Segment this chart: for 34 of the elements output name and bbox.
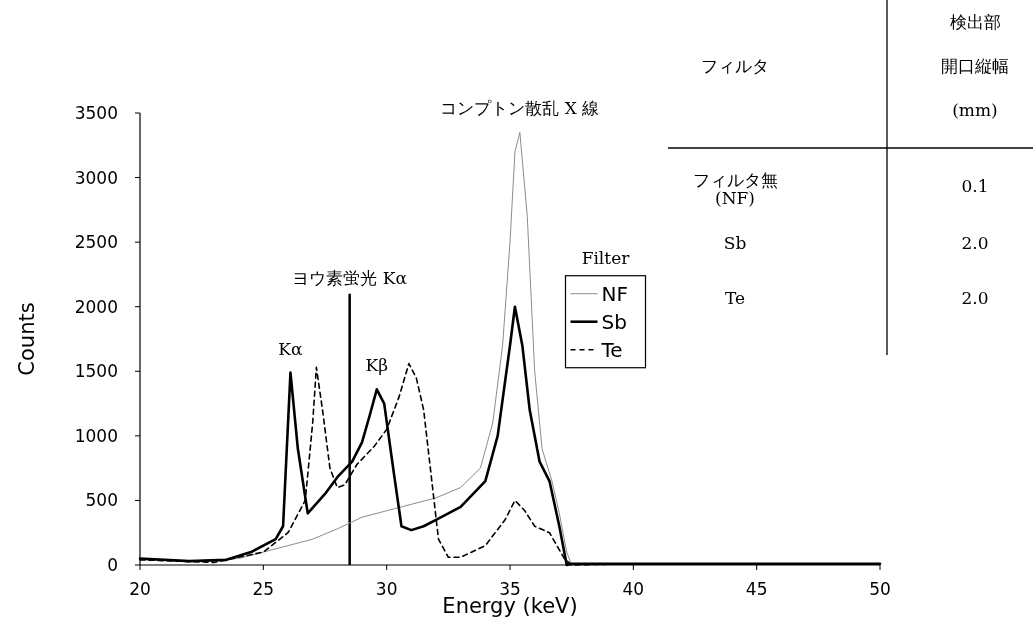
text: 検出部	[949, 12, 1001, 32]
text: 開口縦幅	[941, 56, 1009, 76]
y-tick-label: 1000	[74, 425, 118, 446]
y-tick-label: 0	[107, 555, 118, 575]
annotation: Kα	[278, 338, 304, 359]
x-tick-label: 40	[622, 579, 645, 599]
x-tick-label: 25	[252, 579, 275, 599]
y-tick-label: 2000	[74, 296, 118, 317]
y-tick-label: 2500	[74, 232, 118, 253]
y-tick-label: 3000	[74, 167, 118, 188]
legend-label: NF	[601, 281, 628, 306]
annotation: Kβ	[365, 355, 389, 376]
annotation: (NF)	[715, 188, 755, 208]
annotation: Sb	[723, 233, 747, 253]
annotation: コンプトン散乱 X 線	[440, 98, 600, 119]
annotation: Te	[724, 288, 746, 308]
x-tick-label: 50	[869, 579, 891, 599]
y-tick-label: 1500	[74, 361, 118, 382]
text: (mm)	[952, 100, 998, 120]
y-axis-title: Counts	[15, 302, 39, 376]
annotation: フィルタ無	[692, 170, 778, 190]
y-tick-label: 500	[85, 490, 118, 511]
text: 0.1	[961, 176, 989, 196]
text: フィルタ	[701, 56, 769, 76]
ref-line-label: ヨウ素蛍光 Kα	[292, 267, 408, 288]
y-tick-label: 3500	[74, 103, 118, 123]
legend-label: Te	[600, 337, 623, 362]
text: 2.0	[961, 233, 989, 253]
x-tick-label: 20	[129, 579, 151, 599]
legend-label: Sb	[601, 309, 627, 334]
legend-title: Filter	[581, 247, 631, 268]
x-tick-label: 45	[745, 579, 768, 599]
x-tick-label: 30	[375, 579, 398, 599]
text: 2.0	[961, 288, 989, 308]
